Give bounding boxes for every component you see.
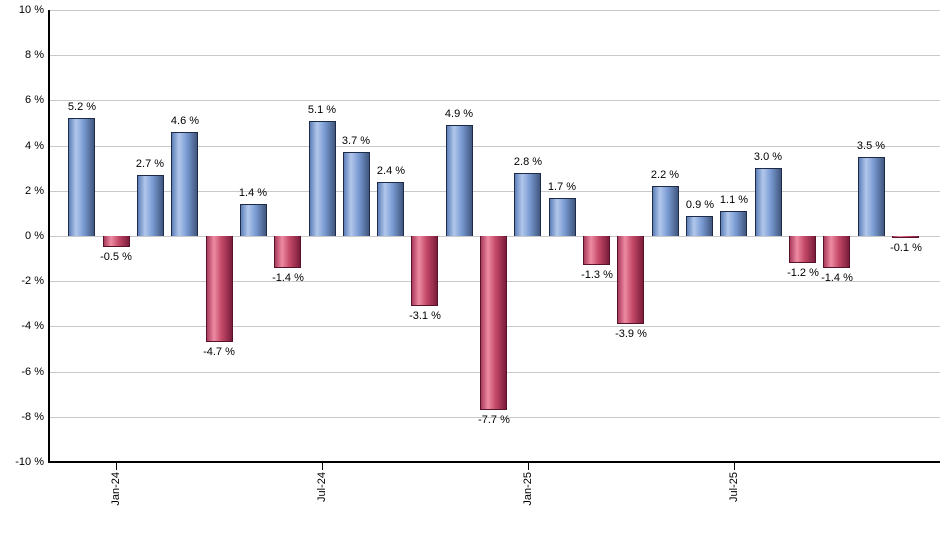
- bar-Nov-24: [446, 125, 473, 236]
- bar-Mar-24: [171, 132, 198, 236]
- bar-Sep-24: [377, 182, 404, 236]
- bar-value-label: -0.5 %: [100, 251, 132, 263]
- x-axis-label: Jul-25: [728, 472, 740, 502]
- bar-value-label: 2.4 %: [376, 165, 406, 177]
- bar-value-label: -1.4 %: [821, 272, 853, 284]
- bar-Aug-24: [343, 152, 370, 236]
- bar-Apr-25: [617, 236, 644, 324]
- bar-value-label: 1.1 %: [719, 194, 749, 206]
- gridline: [48, 55, 940, 56]
- bar-Mar-25: [583, 236, 610, 265]
- y-axis-label: 2 %: [25, 185, 44, 197]
- bar-value-label: 3.7 %: [341, 135, 371, 147]
- bar-value-label: 5.1 %: [307, 104, 337, 116]
- x-axis-line: [48, 461, 940, 463]
- x-axis-label: Jan-24: [110, 472, 122, 506]
- bar-Feb-25: [549, 198, 576, 236]
- gridline: [48, 100, 940, 101]
- bar-Nov-25: [858, 157, 885, 236]
- x-axis-label: Jul-24: [316, 472, 328, 502]
- y-axis-label: -10 %: [15, 456, 44, 468]
- bar-Sep-25: [789, 236, 816, 263]
- bar-May-24: [240, 204, 267, 236]
- bar-Jul-24: [309, 121, 336, 236]
- bar-value-label: 4.6 %: [170, 115, 200, 127]
- bar-value-label: -1.2 %: [787, 267, 819, 279]
- bar-Jul-25: [720, 211, 747, 236]
- bar-Jun-25: [686, 216, 713, 236]
- bar-value-label: 2.8 %: [513, 156, 543, 168]
- bar-value-label: -3.9 %: [615, 328, 647, 340]
- bar-value-label: -4.7 %: [203, 346, 235, 358]
- bar-value-label: 1.7 %: [547, 181, 577, 193]
- x-axis-tick: [116, 461, 117, 470]
- x-axis-tick: [528, 461, 529, 470]
- x-axis-label: Jan-25: [522, 472, 534, 506]
- y-axis-label: 6 %: [25, 94, 44, 106]
- bar-Jun-24: [274, 236, 301, 268]
- bar-value-label: 2.7 %: [135, 158, 165, 170]
- bar-Oct-25: [823, 236, 850, 268]
- bar-Apr-24: [206, 236, 233, 342]
- y-axis-label: -8 %: [21, 411, 44, 423]
- x-axis-tick: [322, 461, 323, 470]
- bar-value-label: 5.2 %: [67, 101, 97, 113]
- y-axis-label: -6 %: [21, 366, 44, 378]
- bar-Feb-24: [137, 175, 164, 236]
- y-axis-label: 4 %: [25, 140, 44, 152]
- gridline: [48, 417, 940, 418]
- gridline: [48, 10, 940, 11]
- bar-value-label: -1.4 %: [272, 272, 304, 284]
- x-axis-tick: [734, 461, 735, 470]
- y-axis-label: 10 %: [18, 4, 44, 16]
- bar-value-label: 0.9 %: [685, 199, 715, 211]
- y-axis-line: [48, 10, 50, 463]
- y-axis-label: 0 %: [25, 230, 44, 242]
- gridline: [48, 191, 940, 192]
- bar-value-label: 4.9 %: [444, 108, 474, 120]
- y-axis-label: -4 %: [21, 320, 44, 332]
- bar-May-25: [652, 186, 679, 236]
- bar-value-label: -3.1 %: [409, 310, 441, 322]
- bar-value-label: -1.3 %: [581, 269, 613, 281]
- bar-Dec-25: [892, 236, 919, 238]
- bar-value-label: 3.0 %: [753, 151, 783, 163]
- y-axis-label: -2 %: [21, 275, 44, 287]
- bar-value-label: -0.1 %: [890, 242, 922, 254]
- bar-Dec-24: [480, 236, 507, 410]
- bar-Jan-25: [514, 173, 541, 236]
- gridline: [48, 146, 940, 147]
- bar-value-label: -7.7 %: [478, 414, 510, 426]
- bar-value-label: 3.5 %: [856, 140, 886, 152]
- bar-Oct-24: [411, 236, 438, 306]
- bar-Jan-24: [103, 236, 130, 247]
- bar-Aug-25: [755, 168, 782, 236]
- bar-Dec-23: [68, 118, 95, 236]
- bar-value-label: 1.4 %: [238, 187, 268, 199]
- bar-value-label: 2.2 %: [650, 169, 680, 181]
- y-axis-label: 8 %: [25, 49, 44, 61]
